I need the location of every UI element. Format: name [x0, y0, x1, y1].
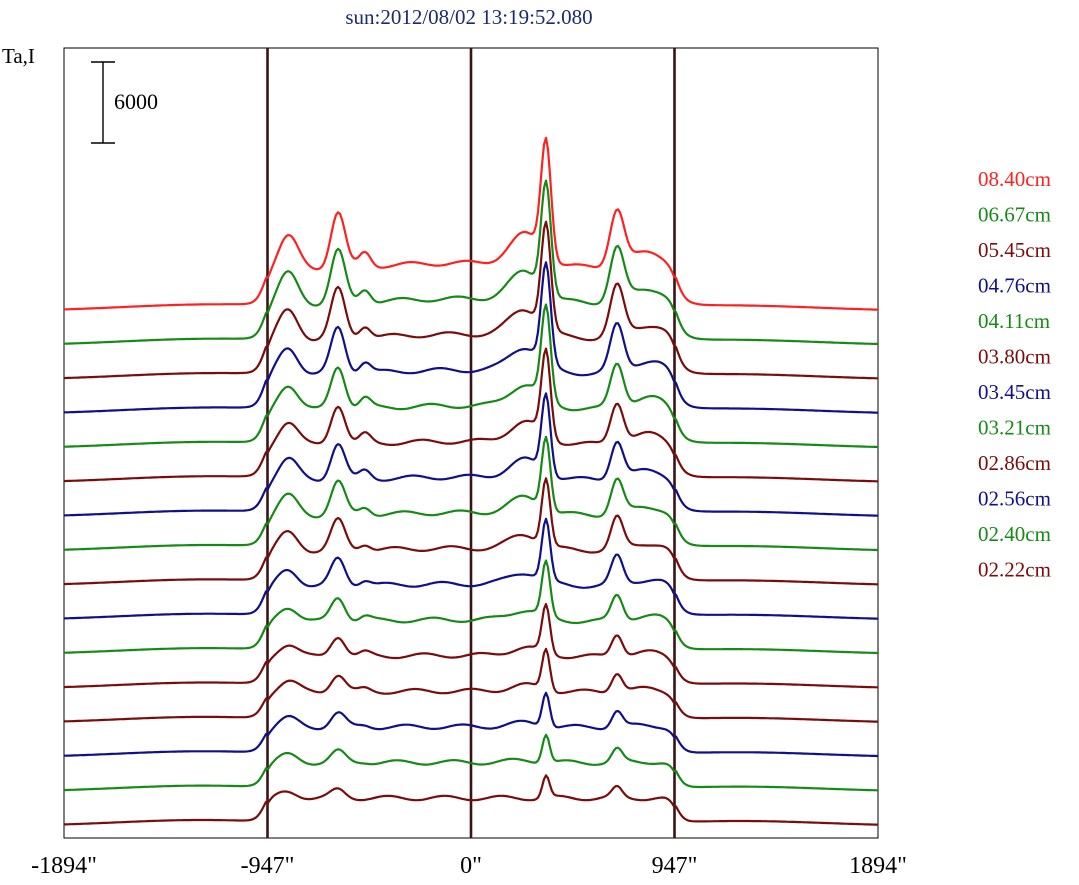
series-line	[64, 559, 878, 655]
series-line	[64, 435, 878, 552]
x-tick-label: -1894"	[31, 853, 97, 879]
series-line	[63, 477, 878, 586]
legend-entry: 02.56cm	[978, 487, 1051, 511]
legend: 08.40cm 06.67cm 05.45cm 04.76cm 04.11cm 03.80…	[978, 167, 1051, 582]
reference-lines	[266, 48, 676, 838]
x-tick-labels: -1894" -947" 0" 947" 1894"	[31, 853, 907, 879]
scale-bar-label: 6000	[114, 89, 158, 114]
legend-entry: 03.80cm	[978, 345, 1051, 369]
legend-entry: 05.45cm	[978, 238, 1051, 262]
legend-entry: 02.40cm	[978, 522, 1051, 546]
legend-entry: 08.40cm	[978, 167, 1051, 191]
legend-entry: 04.76cm	[978, 274, 1051, 298]
x-tick-label: 1894"	[849, 853, 907, 879]
series-line	[63, 136, 879, 311]
scale-bar: 6000	[91, 61, 158, 144]
series-line	[63, 647, 879, 723]
legend-entry: 06.67cm	[978, 203, 1051, 227]
series-line	[63, 220, 878, 380]
series-line	[64, 774, 879, 826]
series-line	[63, 392, 879, 517]
series-line	[64, 691, 878, 758]
legend-entry: 04.11cm	[978, 309, 1050, 333]
y-axis-label: Ta,I	[2, 44, 35, 68]
series-group	[63, 136, 879, 826]
legend-entry: 03.45cm	[978, 380, 1051, 404]
chart-title: sun:2012/08/02 13:19:52.080	[345, 5, 592, 29]
series-line	[63, 603, 878, 689]
x-tick-label: -947"	[241, 853, 295, 879]
series-line	[64, 179, 879, 346]
legend-entry: 03.21cm	[978, 416, 1051, 440]
series-line	[63, 261, 879, 414]
series-line	[63, 347, 878, 483]
legend-entry: 02.86cm	[978, 451, 1051, 475]
series-line	[63, 733, 878, 792]
series-line	[64, 303, 879, 449]
x-tick-label: 947"	[652, 853, 698, 879]
legend-entry: 02.22cm	[978, 558, 1051, 582]
series-line	[63, 517, 879, 620]
x-tick-label: 0"	[460, 853, 482, 879]
